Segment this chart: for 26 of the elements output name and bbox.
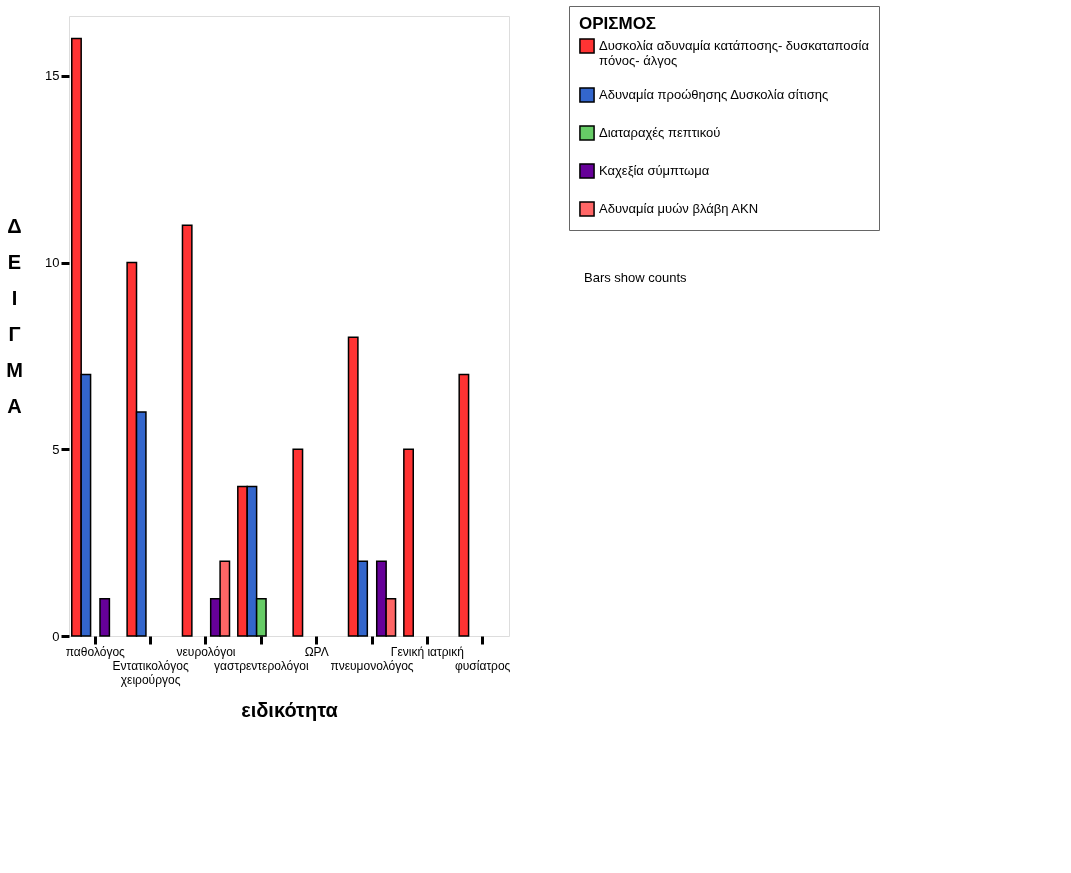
x-tick-label: παθολόγος bbox=[65, 644, 126, 659]
x-tick-label: ΩΡΛ bbox=[304, 644, 329, 659]
x-tick-label: Εντατικολόγος χειρούργος bbox=[112, 658, 189, 687]
text: Bars show counts bbox=[584, 270, 688, 285]
bar bbox=[292, 448, 304, 637]
y-tick-label: 10 bbox=[45, 255, 60, 271]
y-tick-label: 0 bbox=[52, 628, 60, 644]
bar bbox=[181, 224, 193, 637]
x-tick-label: γαστρεντερολόγοι bbox=[214, 658, 309, 673]
x-tick-label: Γενική ιατρική bbox=[390, 644, 464, 659]
legend-label: Δυσκολία αδυναμία κατάποσης- δυσκαταποσία πόνος- άλγος bbox=[599, 38, 870, 68]
y-tick-label: 5 bbox=[52, 441, 60, 457]
legend-label: Αδυναμία προώθησης Δυσκολία σίτισης bbox=[599, 87, 829, 102]
bar bbox=[458, 373, 470, 637]
legend-title: ΟΡΙΣΜΟΣ bbox=[579, 14, 657, 33]
y-tick-label: 15 bbox=[45, 68, 60, 84]
x-axis-title: ειδικότητα bbox=[241, 698, 339, 721]
legend-label: Αδυναμία μυών βλάβη ΑΚΝ bbox=[599, 201, 759, 216]
x-tick-label: πνευμονολόγος bbox=[330, 658, 414, 673]
legend-label: Καχεξία σύμπτωμα bbox=[599, 163, 710, 178]
x-tick-label: νευρολόγοι bbox=[176, 644, 236, 659]
legend-label: Διαταραχές πεπτικού bbox=[599, 125, 721, 140]
bar bbox=[403, 448, 414, 637]
x-tick-label: φυσίατρος bbox=[455, 658, 511, 673]
bar bbox=[99, 597, 111, 637]
y-axis-title: ΔΕΙΓΜΑ bbox=[6, 214, 23, 417]
